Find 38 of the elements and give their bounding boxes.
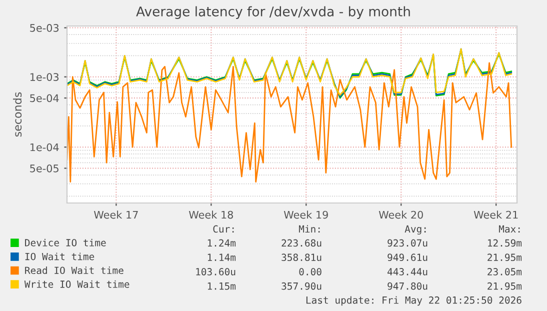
line-series — [67, 62, 512, 183]
legend-label: IO Wait time — [25, 252, 94, 260]
text: 0.00 — [299, 268, 322, 276]
text: 1.15m — [208, 282, 236, 290]
text: Max: — [498, 225, 520, 233]
x-tick-label: Week 19 — [284, 210, 328, 219]
text: 443.44u — [388, 268, 428, 276]
text: 21.95m — [488, 282, 522, 290]
text: 1.14m — [208, 254, 236, 261]
x-tick-label: Week 17 — [94, 210, 138, 219]
text: Avg: — [404, 225, 426, 235]
text: 23.05m — [488, 268, 522, 276]
text: Last update: Fri May 22 01:25:50 2026 — [306, 296, 522, 306]
text: 947.80u — [388, 282, 428, 290]
text: 1.24m — [208, 239, 236, 247]
chart-title: Average latency for /dev/xvda - by month — [136, 6, 410, 19]
text: 358.81u — [282, 254, 322, 262]
y-tick-label: 1e-03 — [30, 73, 59, 81]
text: 223.68u — [282, 239, 322, 247]
text: 949.61u — [388, 254, 428, 262]
legend-label: Read IO Wait time — [25, 266, 124, 274]
y-axis-title: seconds — [13, 92, 22, 137]
text: Cur: — [213, 225, 234, 233]
legend-label: Write IO Wait time — [24, 280, 130, 288]
text: 12.59m — [488, 239, 522, 247]
text: 21.95m — [488, 254, 522, 262]
text: 357.90u — [282, 282, 322, 290]
y-tick-label: 5e-05 — [30, 164, 58, 172]
y-tick-label: 1e-04 — [30, 143, 59, 152]
x-tick-label: Week 18 — [188, 210, 233, 219]
legend-label: Device IO time — [25, 238, 106, 246]
x-tick-label: Week 20 — [378, 210, 423, 219]
text: 103.60u — [196, 268, 236, 276]
x-tick-label: Week 21 — [474, 210, 518, 219]
y-tick-label: 5e-04 — [30, 94, 59, 102]
text: 923.07u — [388, 239, 428, 247]
y-tick-label: 5e-03 — [30, 24, 59, 32]
text: Min: — [298, 225, 320, 233]
